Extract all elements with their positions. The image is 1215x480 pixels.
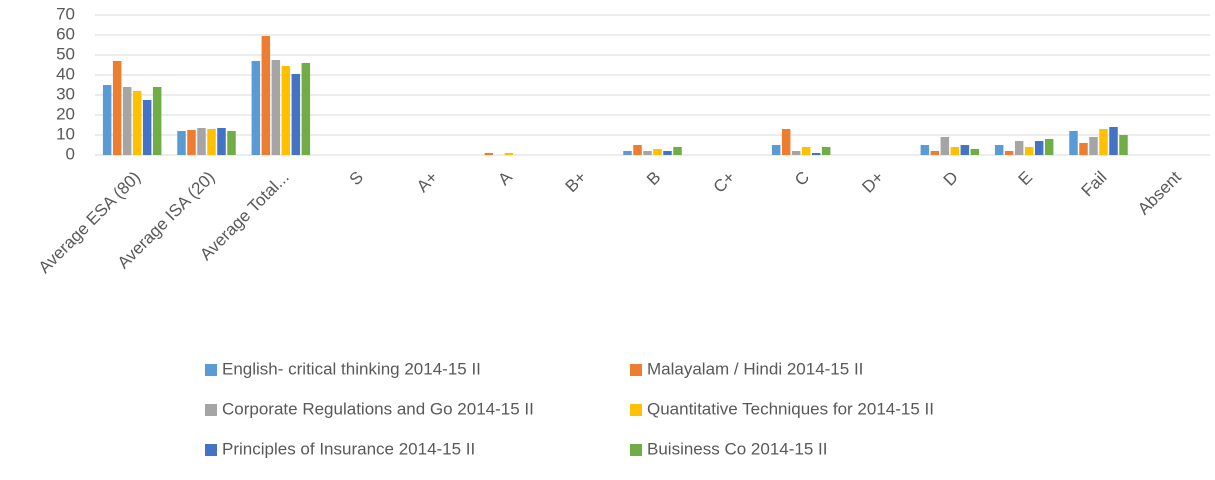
- legend-swatch: [630, 444, 642, 456]
- legend-label: Corporate Regulations and Go 2014-15 II: [222, 399, 534, 418]
- legend-swatch: [630, 364, 642, 376]
- bar: [801, 147, 811, 155]
- y-tick-label: 30: [56, 84, 75, 103]
- bar: [771, 145, 781, 155]
- bar: [281, 66, 291, 155]
- bar: [197, 128, 206, 155]
- bar: [1034, 141, 1044, 155]
- x-tick-label: B+: [562, 168, 591, 197]
- bar: [1079, 143, 1088, 155]
- bar: [960, 145, 970, 155]
- bar: [152, 87, 162, 155]
- bar: [301, 63, 311, 155]
- bar: [663, 151, 672, 155]
- bar: [1089, 137, 1098, 155]
- x-tick-label: A+: [413, 168, 442, 197]
- bar: [217, 128, 226, 155]
- bar: [1024, 147, 1034, 155]
- bar: [1004, 151, 1014, 155]
- x-tick-label: C+: [710, 168, 739, 197]
- x-tick-label: D: [940, 168, 962, 190]
- bar: [1014, 141, 1024, 155]
- bar: [940, 137, 950, 155]
- bar: [227, 131, 236, 155]
- legend-label: Principles of Insurance 2014-15 II: [222, 439, 475, 458]
- y-tick-label: 20: [56, 104, 75, 123]
- bar: [673, 147, 682, 155]
- bar: [291, 74, 301, 155]
- bar: [187, 130, 196, 155]
- bar: [1069, 131, 1078, 155]
- y-tick-label: 0: [66, 144, 75, 163]
- legend-swatch: [205, 404, 217, 416]
- bar: [261, 36, 271, 155]
- legend-label: English- critical thinking 2014-15 II: [222, 359, 481, 378]
- legend-swatch: [205, 444, 217, 456]
- legend-swatch: [205, 364, 217, 376]
- bar: [271, 60, 281, 155]
- x-tick-label: D+: [858, 168, 887, 197]
- bar: [504, 153, 514, 155]
- x-tick-label: A: [494, 167, 516, 189]
- y-tick-label: 50: [56, 44, 75, 63]
- bar: [112, 61, 122, 155]
- bar: [811, 153, 821, 155]
- bar: [950, 147, 960, 155]
- x-tick-label: E: [1015, 168, 1036, 189]
- bar: [781, 129, 791, 155]
- bar: [970, 149, 980, 155]
- bar: [1119, 135, 1128, 155]
- bar: [102, 85, 112, 155]
- bar: [207, 129, 216, 155]
- bar: [1044, 139, 1054, 155]
- legend-label: Malayalam / Hindi 2014-15 II: [647, 359, 863, 378]
- bar: [821, 147, 831, 155]
- bar: [930, 151, 940, 155]
- x-tick-label: C: [791, 168, 813, 190]
- x-tick-label: B: [643, 168, 664, 189]
- x-tick-label: Fail: [1078, 168, 1111, 201]
- bar: [177, 131, 186, 155]
- bar: [484, 153, 494, 155]
- y-tick-label: 40: [56, 64, 75, 83]
- bar: [920, 145, 930, 155]
- bar: [132, 91, 142, 155]
- bar: [251, 61, 261, 155]
- y-tick-label: 70: [56, 4, 75, 23]
- bar: [1099, 129, 1108, 155]
- y-tick-label: 10: [56, 124, 75, 143]
- legend-swatch: [630, 404, 642, 416]
- bar: [994, 145, 1004, 155]
- x-tick-label: Absent: [1134, 167, 1185, 218]
- bar: [653, 149, 662, 155]
- bar: [633, 145, 642, 155]
- bar: [122, 87, 132, 155]
- x-tick-label: S: [346, 168, 367, 189]
- legend-label: Buisiness Co 2014-15 II: [647, 439, 828, 458]
- y-tick-label: 60: [56, 24, 75, 43]
- bar: [1109, 127, 1118, 155]
- bar: [142, 100, 152, 155]
- legend-label: Quantitative Techniques for 2014-15 II: [647, 399, 934, 418]
- bar: [643, 151, 652, 155]
- bar: [791, 151, 801, 155]
- bar: [623, 151, 632, 155]
